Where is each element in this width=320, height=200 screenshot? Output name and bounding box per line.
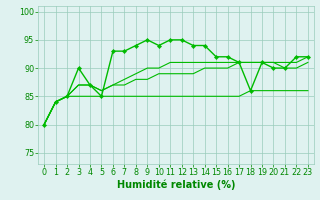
X-axis label: Humidité relative (%): Humidité relative (%) xyxy=(117,180,235,190)
